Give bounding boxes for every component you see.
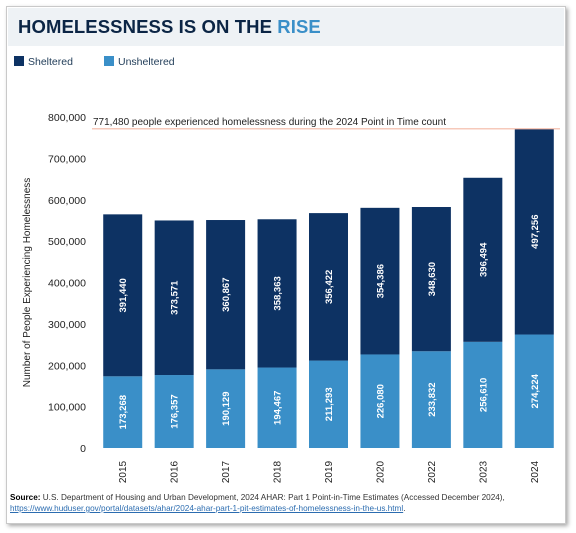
data-label-sheltered: 356,422 <box>324 270 335 304</box>
bar-sheltered <box>411 207 451 352</box>
y-tick-label: 100,000 <box>48 402 86 414</box>
y-tick-label: 300,000 <box>48 319 86 331</box>
bar-sheltered <box>257 219 297 368</box>
x-tick-label: 2023 <box>478 460 489 483</box>
bar-unsheltered <box>463 341 503 448</box>
legend-label-sheltered: Sheltered <box>28 56 73 68</box>
data-label-unsheltered: 211,293 <box>324 387 335 421</box>
data-label-unsheltered: 194,467 <box>273 391 284 425</box>
bar-sheltered <box>360 207 400 355</box>
data-label-sheltered: 497,256 <box>530 214 541 248</box>
data-label-sheltered: 358,363 <box>273 276 284 310</box>
data-label-unsheltered: 233,832 <box>427 382 438 416</box>
x-tick-label: 2020 <box>375 460 386 483</box>
title-main: HOMELESSNESS IS ON THE <box>18 16 278 37</box>
source-text: U.S. Department of Housing and Urban Dev… <box>42 493 505 502</box>
x-tick-label: 2024 <box>530 460 541 483</box>
bar-unsheltered <box>411 351 451 448</box>
title-accent: RISE <box>277 16 321 37</box>
x-tick-label: 2017 <box>221 460 232 483</box>
x-tick-label: 2016 <box>170 460 181 483</box>
data-label-unsheltered: 226,080 <box>375 384 386 418</box>
data-label-unsheltered: 256,610 <box>478 378 489 412</box>
source-note: Source: U.S. Department of Housing and U… <box>10 492 550 514</box>
legend-label-unsheltered: Unsheltered <box>118 56 175 68</box>
data-label-sheltered: 373,571 <box>170 280 181 315</box>
source-suffix: . <box>403 504 406 513</box>
bar-unsheltered <box>309 360 348 448</box>
reference-line-label: 771,480 people experienced homelessness … <box>93 117 446 128</box>
bar-sheltered <box>206 220 246 370</box>
data-label-sheltered: 396,494 <box>478 242 489 277</box>
y-tick-label: 600,000 <box>48 195 86 207</box>
data-label-sheltered: 348,630 <box>427 262 438 296</box>
bar-sheltered <box>103 214 143 377</box>
y-axis-label: Number of People Experiencing Homelessne… <box>22 178 33 388</box>
y-tick-label: 0 <box>80 443 86 455</box>
bar-unsheltered <box>360 354 400 448</box>
bar-unsheltered <box>257 367 297 448</box>
bar-unsheltered <box>154 375 194 448</box>
bar-sheltered <box>154 220 194 376</box>
x-tick-label: 2018 <box>273 460 284 483</box>
legend-swatch-unsheltered <box>104 56 114 66</box>
x-tick-label: 2015 <box>118 460 129 483</box>
data-label-sheltered: 354,386 <box>375 264 386 298</box>
title-bar: HOMELESSNESS IS ON THE RISE <box>8 8 564 46</box>
bar-unsheltered <box>103 376 143 448</box>
bar-unsheltered <box>206 369 246 448</box>
y-tick-label: 700,000 <box>48 153 86 165</box>
page-title: HOMELESSNESS IS ON THE RISE <box>18 16 321 38</box>
data-label-unsheltered: 173,268 <box>118 395 129 429</box>
bar-sheltered <box>309 213 348 361</box>
legend-swatch-sheltered <box>14 56 24 66</box>
bar-unsheltered <box>514 334 554 448</box>
bar-sheltered <box>463 177 503 342</box>
y-tick-label: 400,000 <box>48 278 86 290</box>
y-tick-label: 200,000 <box>48 360 86 372</box>
data-label-sheltered: 360,867 <box>221 278 232 312</box>
y-tick-label: 500,000 <box>48 236 86 248</box>
data-label-unsheltered: 190,129 <box>221 391 232 425</box>
y-tick-label: 800,000 <box>48 112 86 124</box>
x-tick-label: 2019 <box>324 460 335 483</box>
legend-item-sheltered: Sheltered <box>14 56 73 68</box>
source-link[interactable]: https://www.huduser.gov/portal/datasets/… <box>10 504 404 513</box>
data-label-sheltered: 391,440 <box>118 278 129 312</box>
bar-sheltered <box>514 128 554 335</box>
data-label-unsheltered: 274,224 <box>530 373 541 408</box>
stacked-bar-chart: 0 100,000 200,000 300,000 400,000 500,000 600,… <box>22 112 560 483</box>
legend-item-unsheltered: Unsheltered <box>104 56 175 68</box>
data-label-unsheltered: 176,357 <box>170 394 181 428</box>
source-label: Source: <box>10 493 41 502</box>
x-tick-label: 2022 <box>427 460 438 483</box>
